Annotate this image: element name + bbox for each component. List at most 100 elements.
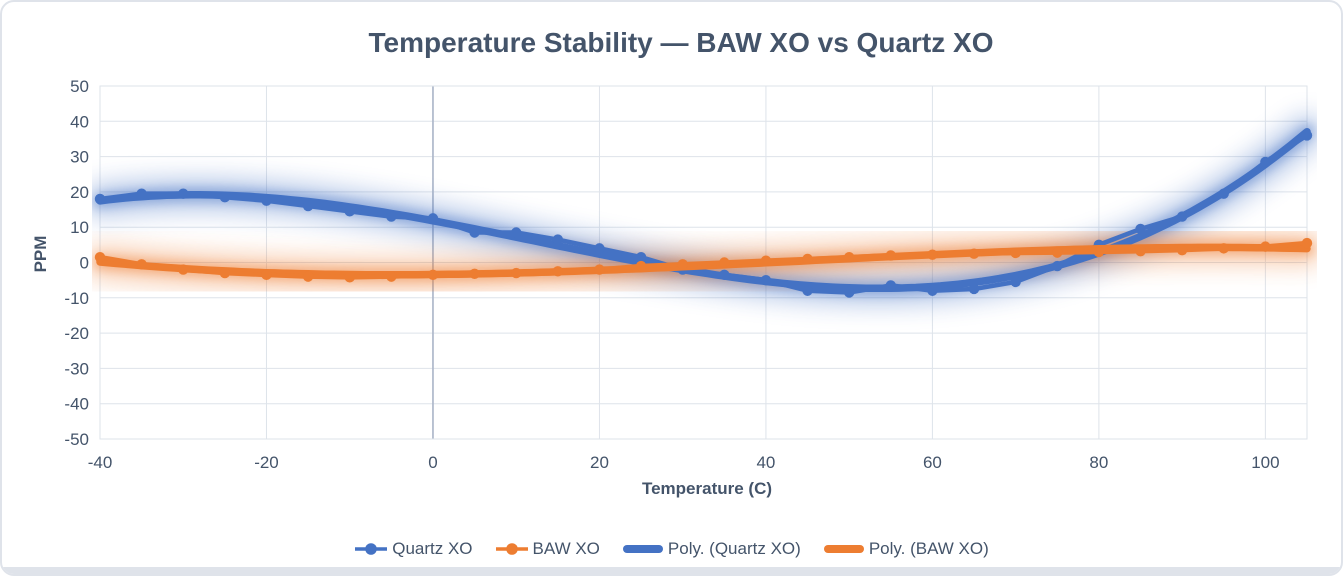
data-point-marker [1135, 223, 1146, 235]
data-point-marker [635, 252, 647, 263]
y-tick-label: 30 [70, 148, 89, 167]
data-point-marker [594, 243, 605, 254]
data-point-marker [885, 280, 896, 291]
data-point-marker [511, 227, 522, 238]
y-tick-label: 20 [70, 183, 89, 202]
chart-title: Temperature Stability — BAW XO vs Quartz… [369, 27, 994, 58]
data-point-marker [802, 253, 813, 265]
y-tick-label: -30 [64, 359, 89, 378]
data-point-marker [843, 252, 855, 263]
y-tick-label: -20 [64, 324, 89, 343]
data-point-marker [1176, 211, 1188, 222]
data-point-marker [1135, 246, 1146, 257]
data-point-marker [760, 274, 772, 286]
data-point-marker [302, 200, 314, 212]
data-point-marker [760, 255, 772, 266]
x-tick-label: 80 [1089, 453, 1108, 472]
data-point-marker [1301, 130, 1313, 141]
x-tick-label: 20 [590, 453, 609, 472]
y-axis-title: PPM [31, 236, 50, 273]
data-point-marker [219, 191, 231, 203]
legend-item-poly-baw-xo[interactable]: Poly. (BAW XO) [823, 539, 989, 559]
data-point-marker [469, 268, 480, 279]
data-point-marker [386, 271, 397, 282]
legend-label: Quartz XO [392, 539, 473, 558]
data-point-marker [802, 285, 813, 296]
data-point-marker [927, 285, 938, 296]
bottom-edge-strip [2, 567, 1341, 574]
x-tick-label: -40 [88, 453, 113, 472]
data-point-marker [261, 269, 272, 281]
x-tick-label: 40 [756, 453, 775, 472]
data-point-marker [594, 264, 605, 275]
data-point-marker [386, 211, 397, 222]
x-tick-label: 100 [1251, 453, 1279, 472]
data-point-marker [968, 283, 980, 295]
data-point-marker [552, 234, 564, 245]
data-point-marker [178, 264, 189, 275]
data-point-marker [677, 259, 688, 270]
data-point-marker [1301, 237, 1313, 249]
y-tick-label: -40 [64, 395, 89, 414]
data-point-marker [94, 193, 106, 205]
data-point-marker [344, 206, 355, 217]
series-line-quartz-xo[interactable] [97, 133, 1310, 295]
y-tick-label: 0 [80, 254, 89, 273]
legend-label: BAW XO [532, 539, 600, 558]
data-point-marker [136, 259, 147, 270]
data-point-marker [178, 188, 189, 199]
data-point-marker [219, 267, 231, 279]
data-point-marker [635, 260, 647, 272]
legend-label: Poly. (Quartz XO) [667, 539, 801, 558]
legend-item-poly-quartz-xo[interactable]: Poly. (Quartz XO) [622, 539, 801, 559]
y-tick-label: -50 [64, 430, 89, 449]
data-point-marker [1010, 276, 1021, 288]
data-point-marker [136, 188, 147, 199]
x-axis-title: Temperature (C) [642, 479, 772, 498]
data-point-marker [427, 213, 439, 224]
legend-label: Poly. (BAW XO) [868, 539, 989, 558]
data-point-marker [427, 269, 439, 281]
data-point-marker [94, 252, 106, 263]
chart-legend: Quartz XO BAW XO Poly. (Quartz XO) Poly. (B… [2, 539, 1341, 559]
data-point-marker [344, 272, 355, 283]
data-point-marker [719, 269, 730, 281]
data-point-marker [1260, 241, 1271, 252]
y-tick-label: -10 [64, 289, 89, 308]
data-point-marker [1218, 243, 1229, 254]
legend-marker-baw-xo [495, 543, 528, 555]
x-tick-label: 60 [923, 453, 942, 472]
data-point-marker [1052, 247, 1063, 258]
data-point-marker [552, 266, 564, 277]
y-tick-label: 10 [70, 218, 89, 237]
legend-marker-quartz-xo [355, 543, 388, 555]
data-point-marker [1260, 156, 1271, 168]
series-line-baw-xo[interactable] [97, 240, 1310, 280]
y-tick-label: 40 [70, 112, 89, 131]
legend-marker-poly-baw-xo [823, 545, 864, 553]
data-point-marker [719, 257, 730, 268]
data-point-marker [261, 195, 272, 206]
legend-item-baw-xo[interactable]: BAW XO [495, 539, 600, 559]
legend-marker-poly-quartz-xo [622, 545, 663, 553]
data-point-marker [469, 227, 480, 238]
data-point-marker [1176, 244, 1188, 256]
data-point-marker [1010, 247, 1021, 259]
data-point-marker [511, 267, 522, 279]
x-tick-label: -20 [254, 453, 279, 472]
data-point-marker [885, 250, 896, 261]
data-point-marker [843, 287, 855, 298]
legend-item-quartz-xo[interactable]: Quartz XO [354, 539, 473, 559]
y-tick-label: 50 [70, 77, 89, 96]
data-point-marker [968, 248, 980, 259]
trendline-poly-baw-xo[interactable] [96, 243, 1311, 279]
data-point-marker [927, 249, 938, 260]
data-point-marker [302, 271, 314, 282]
plot-area [92, 114, 1317, 306]
data-point-marker [1052, 260, 1063, 272]
x-tick-label: 0 [428, 453, 437, 472]
series-markers-baw-xo [94, 237, 1313, 283]
